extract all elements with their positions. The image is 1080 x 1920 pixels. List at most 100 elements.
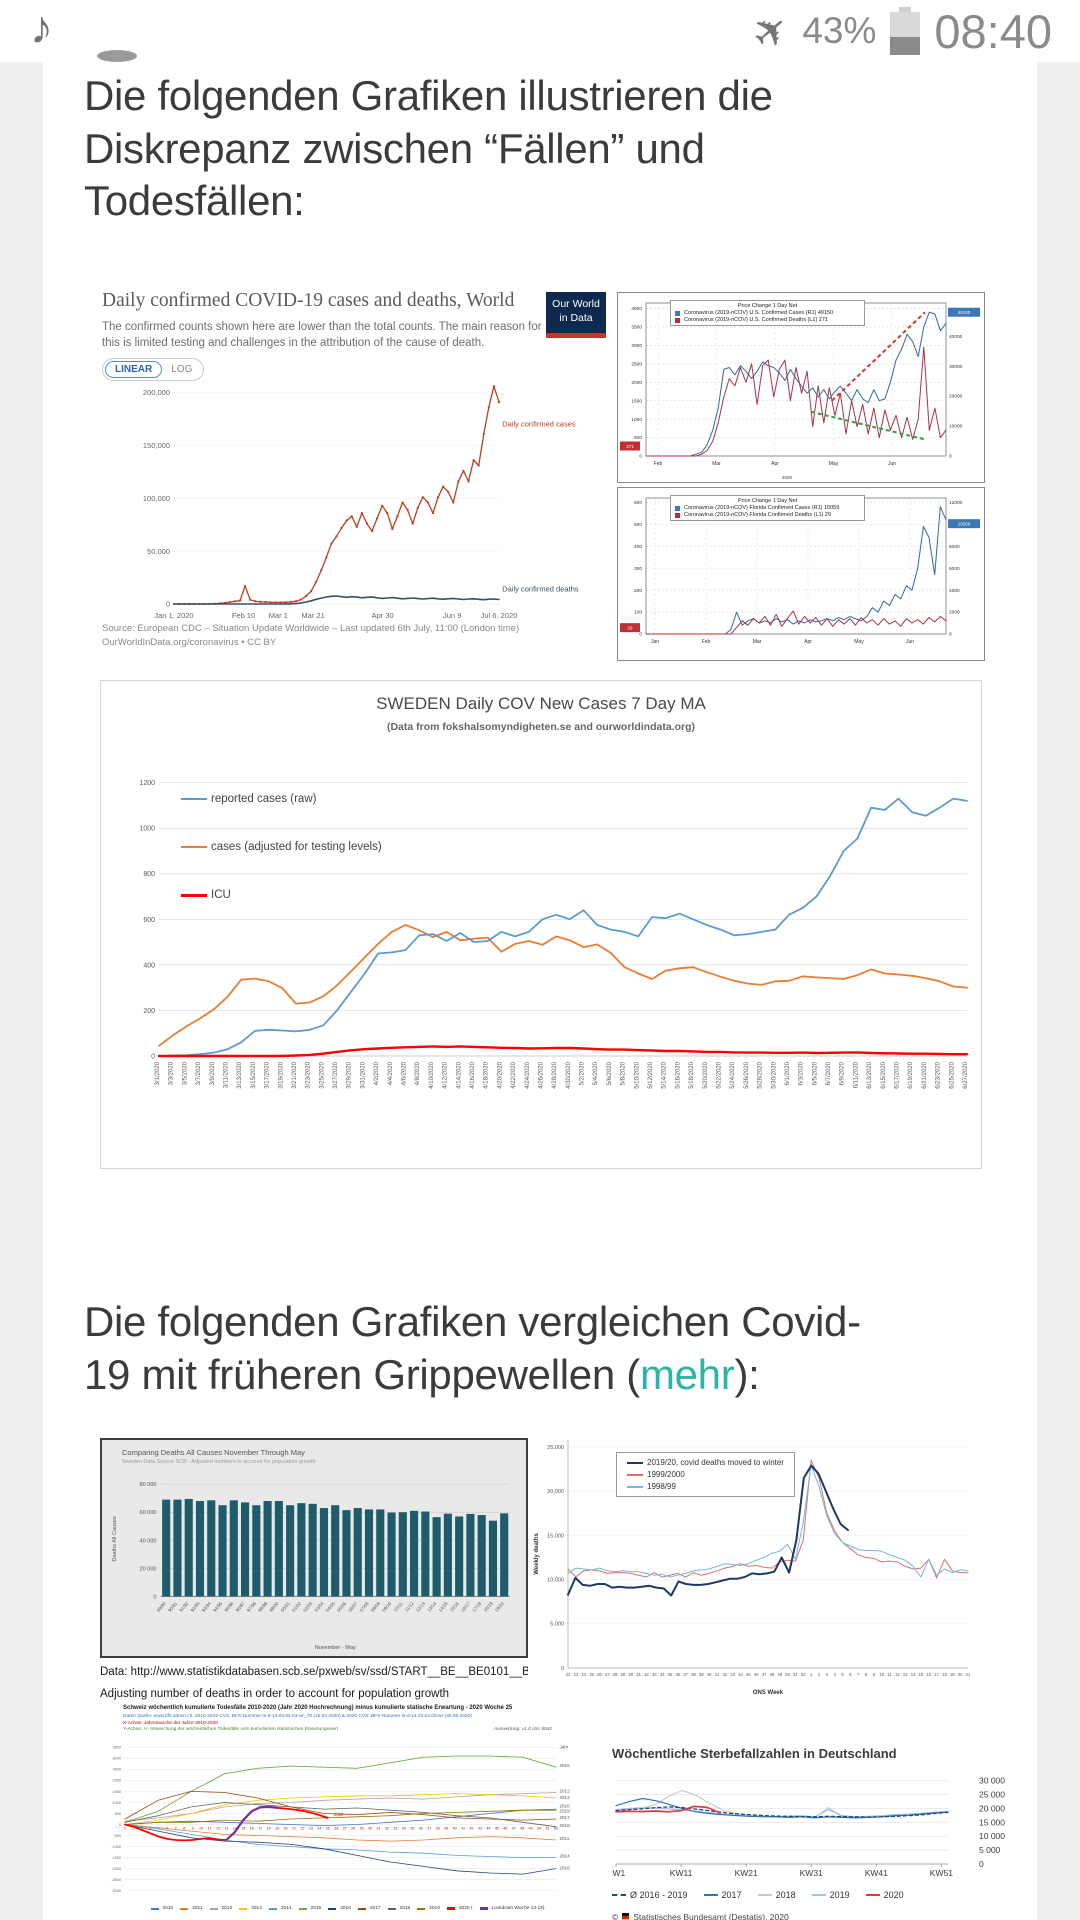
svg-text:10,000: 10,000 <box>547 1578 564 1584</box>
svg-text:5/2/2020: 5/2/2020 <box>580 1061 586 1085</box>
svg-text:3/3/2020: 3/3/2020 <box>169 1061 175 1085</box>
mehr-link[interactable]: mehr <box>639 1350 735 1398</box>
svg-text:2019: 2019 <box>559 1809 570 1814</box>
florida-chart-legend: Price Change 1 Day Net Coronavirus (2019… <box>670 495 865 521</box>
svg-text:3: 3 <box>826 1672 829 1677</box>
owid-chart-subtitle: The confirmed counts shown here are lowe… <box>102 321 542 349</box>
legend-item: 2019 <box>811 1890 850 1900</box>
florida-chart-canvas: 0100200300400500600020004000600080001000… <box>618 488 984 660</box>
svg-text:20: 20 <box>958 1672 963 1677</box>
swiss-chart-title: Schweiz wöchentlich kumulierte Todesfäll… <box>123 1705 513 1711</box>
legend-item: 2013 <box>239 1906 262 1911</box>
us-chart-canvas: 0 500 1000 1500 2000 2500 3000 3500 4000 0 10000 20… <box>618 293 984 482</box>
svg-text:6/11/2020: 6/11/2020 <box>853 1061 859 1088</box>
svg-text:5/4/2020: 5/4/2020 <box>593 1061 599 1085</box>
scb-caption-line1: Data: http://www.statistikdatabasen.scb.… <box>100 1666 661 1678</box>
svg-text:5/20/2020: 5/20/2020 <box>703 1061 709 1088</box>
svg-text:0: 0 <box>561 1666 564 1672</box>
svg-text:29: 29 <box>627 626 633 631</box>
svg-text:35: 35 <box>668 1672 673 1677</box>
svg-text:89/90: 89/90 <box>156 1601 167 1613</box>
log-toggle-button[interactable]: LOG <box>171 364 193 375</box>
svg-text:7: 7 <box>175 1827 177 1831</box>
svg-text:-3000: -3000 <box>111 1889 121 1893</box>
svg-text:4/30/2020: 4/30/2020 <box>566 1061 572 1088</box>
svg-text:08/09: 08/09 <box>370 1601 381 1613</box>
svg-text:271: 271 <box>626 444 634 449</box>
sweden-svg: 0 200 400 600 800 1000 1200 3/1/2020 3/3/2020 3/5… <box>139 780 969 1089</box>
svg-text:Jan 1, 2020: Jan 1, 2020 <box>154 611 193 620</box>
svg-text:15,000: 15,000 <box>547 1533 564 1539</box>
svg-text:98/99: 98/99 <box>257 1601 268 1613</box>
svg-text:5: 5 <box>841 1672 844 1677</box>
svg-text:Jahr: Jahr <box>559 1744 568 1749</box>
svg-text:26: 26 <box>334 1827 338 1831</box>
svg-text:41: 41 <box>715 1672 720 1677</box>
svg-text:42: 42 <box>469 1827 473 1831</box>
owid-svg: 0 50,000 100,000 150,000 200,000 Jan 1, 2020 F… <box>143 385 579 620</box>
svg-text:6/3/2020: 6/3/2020 <box>799 1061 805 1085</box>
svg-text:Feb 10: Feb 10 <box>232 611 255 620</box>
svg-text:200: 200 <box>143 1008 155 1015</box>
florida-chart-legend-title: Price Change 1 Day Net <box>737 498 798 504</box>
svg-text:2011: 2011 <box>559 1836 569 1841</box>
svg-text:35: 35 <box>410 1827 414 1831</box>
battery-percent: 43% <box>802 10 877 51</box>
svg-text:24: 24 <box>581 1672 586 1677</box>
svg-text:30000: 30000 <box>949 364 963 370</box>
svg-text:ONS Week: ONS Week <box>753 1690 784 1696</box>
svg-text:40 000: 40 000 <box>140 1538 157 1544</box>
svg-text:1000: 1000 <box>113 1801 121 1805</box>
svg-text:40000: 40000 <box>949 334 963 340</box>
svg-text:-2000: -2000 <box>111 1867 121 1871</box>
scb-chart-subtitle: Sweden Data Source SCB - Adjusted number… <box>122 1459 316 1465</box>
svg-text:5/28/2020: 5/28/2020 <box>758 1061 764 1088</box>
linear-toggle-button[interactable]: LINEAR <box>105 361 163 378</box>
svg-text:38: 38 <box>691 1672 696 1677</box>
svg-text:46: 46 <box>754 1672 759 1677</box>
svg-text:21: 21 <box>966 1672 971 1677</box>
legend-item: 2019/20, covid deaths moved to winter <box>627 1458 784 1467</box>
svg-text:12/13: 12/13 <box>415 1601 426 1613</box>
legend-item: 2015 <box>298 1906 321 1911</box>
legend-item: reported cases (raw) <box>181 793 382 805</box>
svg-text:30 000: 30 000 <box>979 1776 1005 1786</box>
legend-item: 2016 <box>328 1906 351 1911</box>
zh_us-svg: 0500100015002000250030003500400001000020… <box>620 302 980 480</box>
svg-text:Mar 1: Mar 1 <box>269 611 288 620</box>
svg-text:90/91: 90/91 <box>167 1601 178 1613</box>
sweden-chart-legend: reported cases (raw) cases (adjusted for … <box>181 793 382 901</box>
svg-text:6/23/2020: 6/23/2020 <box>936 1061 942 1088</box>
legend-item: 2017 <box>703 1890 742 1900</box>
legend-item: ICU <box>181 889 382 901</box>
svg-text:19: 19 <box>275 1827 279 1831</box>
svg-text:51: 51 <box>793 1672 798 1677</box>
svg-text:3/25/2020: 3/25/2020 <box>319 1061 325 1088</box>
svg-text:5/18/2020: 5/18/2020 <box>689 1061 695 1088</box>
legend-item: 2017 <box>357 1906 381 1911</box>
svg-text:4000: 4000 <box>631 306 642 312</box>
svg-text:4/24/2020: 4/24/2020 <box>525 1061 531 1088</box>
svg-text:100,000: 100,000 <box>143 494 170 503</box>
svg-text:41: 41 <box>461 1827 465 1831</box>
svg-text:20: 20 <box>284 1827 288 1831</box>
svg-text:06/07: 06/07 <box>347 1601 358 1613</box>
svg-text:500: 500 <box>634 522 642 528</box>
legend-item: Coronavirus (2019-nCOV) U.S. Confirmed D… <box>675 317 860 323</box>
scb-chart-title: Comparing Deaths All Causes November Thr… <box>122 1448 305 1457</box>
svg-text:8000: 8000 <box>949 544 960 550</box>
svg-text:16: 16 <box>926 1672 931 1677</box>
clock-time: 08:40 <box>934 4 1052 58</box>
destatis-chart-title: Wöchentliche Sterbefallzahlen in Deutsch… <box>612 1746 897 1761</box>
svg-text:4/20/2020: 4/20/2020 <box>497 1061 503 1088</box>
svg-text:2000: 2000 <box>631 380 642 386</box>
svg-text:400: 400 <box>634 544 642 550</box>
svg-text:10: 10 <box>199 1827 203 1831</box>
svg-text:17/18: 17/18 <box>471 1601 482 1613</box>
svg-text:Apr: Apr <box>804 639 812 645</box>
svg-text:22: 22 <box>300 1827 304 1831</box>
legend-item: 2018 <box>757 1890 796 1900</box>
svg-text:11: 11 <box>887 1672 892 1677</box>
music-note-icon: ♪ <box>30 1 53 53</box>
